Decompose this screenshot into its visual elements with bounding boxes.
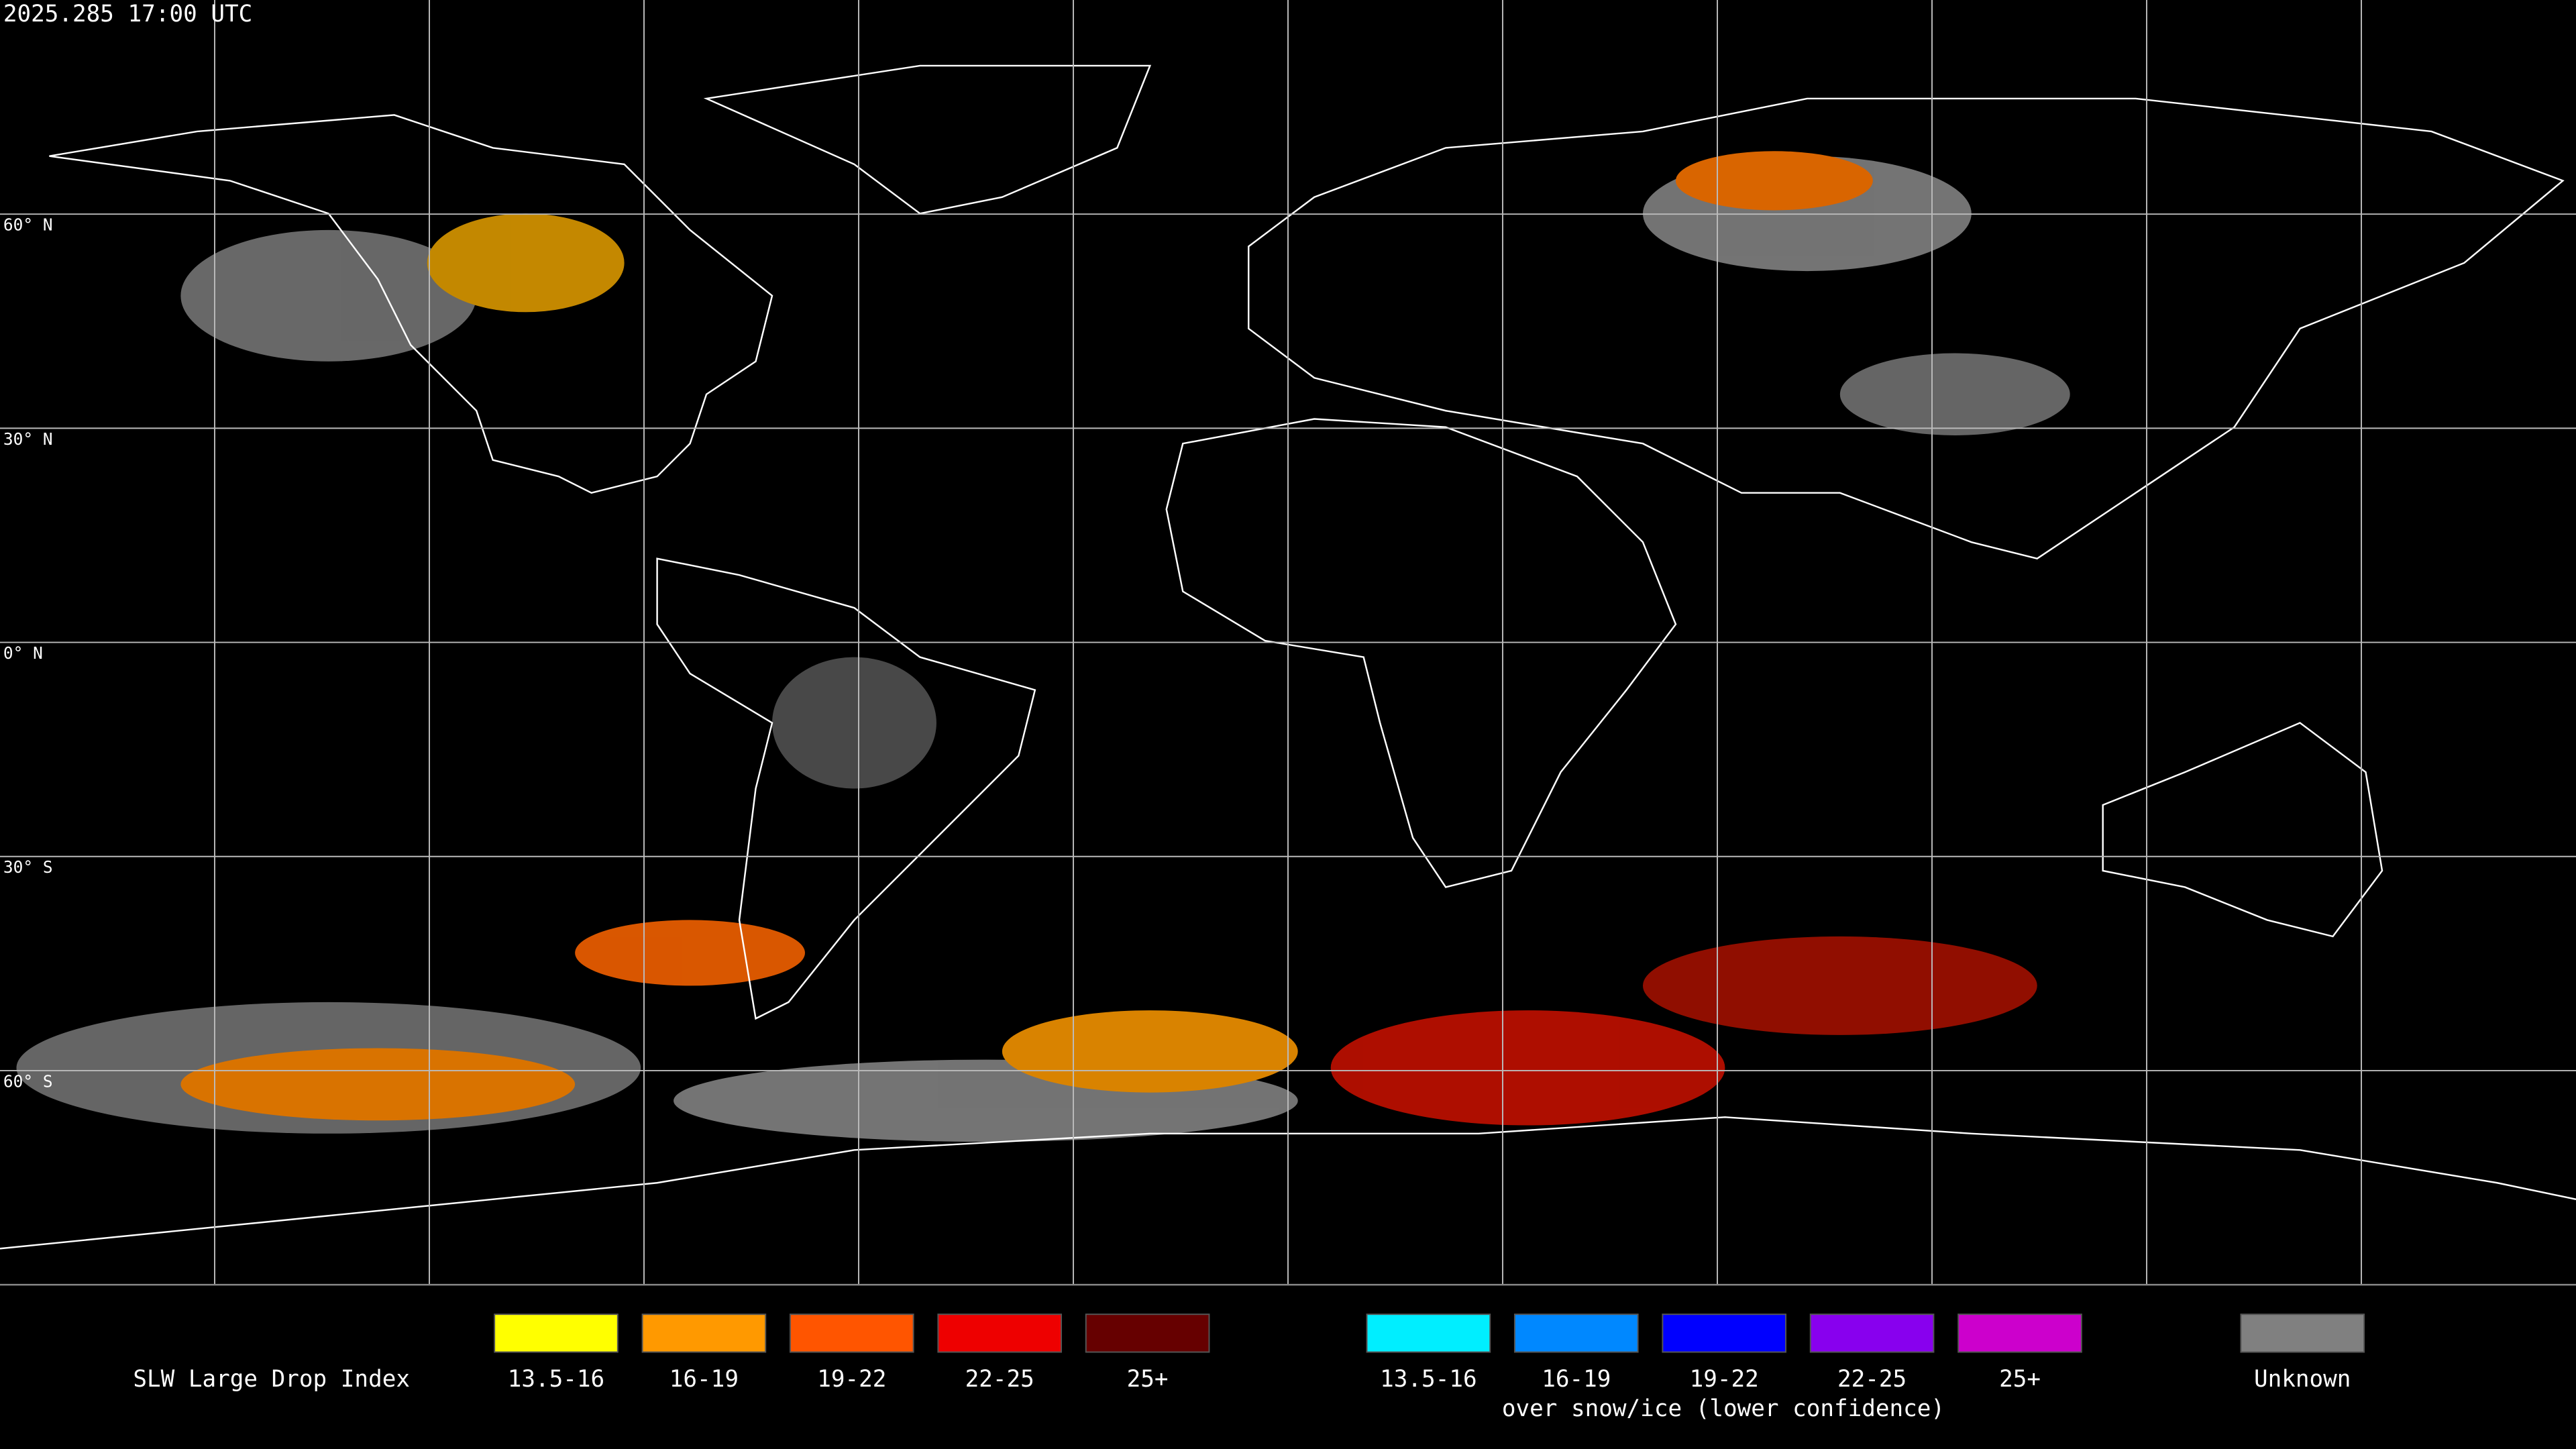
coastline (1248, 97, 2565, 559)
legend-label: 16-19 (669, 1366, 739, 1393)
legend-swatch (1809, 1313, 1935, 1353)
legend-label: 16-19 (1542, 1366, 1611, 1393)
legend-label: 19-22 (817, 1366, 886, 1393)
lat-label: 30° N (3, 429, 53, 449)
cloud-patch (180, 1048, 576, 1121)
cloud-patch (427, 213, 625, 313)
lat-labels: 60° N 30° N 0° N 30° S 60° S (3, 215, 53, 1091)
legend: SLW Large Drop Index over snow/ice (lowe… (133, 1313, 2365, 1422)
graticule (0, 0, 2576, 1285)
cloud-patch (772, 657, 936, 789)
legend-swatch (641, 1313, 767, 1353)
legend-label: 22-25 (965, 1366, 1034, 1393)
cloud-patch (1002, 1010, 1298, 1093)
coastline (49, 114, 773, 494)
legend-swatch (789, 1313, 914, 1353)
cloud-patch (1642, 936, 2037, 1035)
lat-label: 60° S (3, 1071, 53, 1091)
coastline (1165, 418, 1677, 888)
legend-label: 19-22 (1690, 1366, 1759, 1393)
legend-swatch (1662, 1313, 1787, 1353)
legend-swatch (1513, 1313, 1639, 1353)
legend-swatch (1085, 1313, 1210, 1353)
lat-label: 0° N (3, 643, 43, 663)
coastline (703, 64, 1152, 215)
legend-swatch (937, 1313, 1063, 1353)
cloud-patch (1839, 353, 2070, 435)
lat-label: 60° N (3, 215, 53, 235)
cloud-patch (575, 920, 805, 986)
cloud-patch (1330, 1010, 1725, 1126)
legend-swatch (1957, 1313, 2082, 1353)
legend-label: Unknown (2254, 1366, 2351, 1393)
legend-swatch (2240, 1313, 2365, 1353)
legend-note: over snow/ice (lower confidence) (1502, 1395, 1945, 1422)
legend-label: 13.5-16 (1380, 1366, 1477, 1393)
timestamp: 2025.285 17:00 UTC (3, 1, 252, 28)
coastlines (0, 64, 2576, 1250)
legend-label: 25+ (1999, 1366, 2041, 1393)
legend-title: SLW Large Drop Index (133, 1366, 410, 1393)
legend-label: 25+ (1127, 1366, 1169, 1393)
coastline (656, 557, 1036, 1020)
coastline (2102, 722, 2383, 938)
lat-label: 30° S (3, 857, 53, 877)
legend-swatch (1366, 1313, 1491, 1353)
legend-label: 22-25 (1837, 1366, 1907, 1393)
legend-swatch (494, 1313, 619, 1353)
coastline (0, 1116, 2576, 1250)
legend-label: 13.5-16 (508, 1366, 604, 1393)
cloud-patch (1675, 151, 1873, 211)
